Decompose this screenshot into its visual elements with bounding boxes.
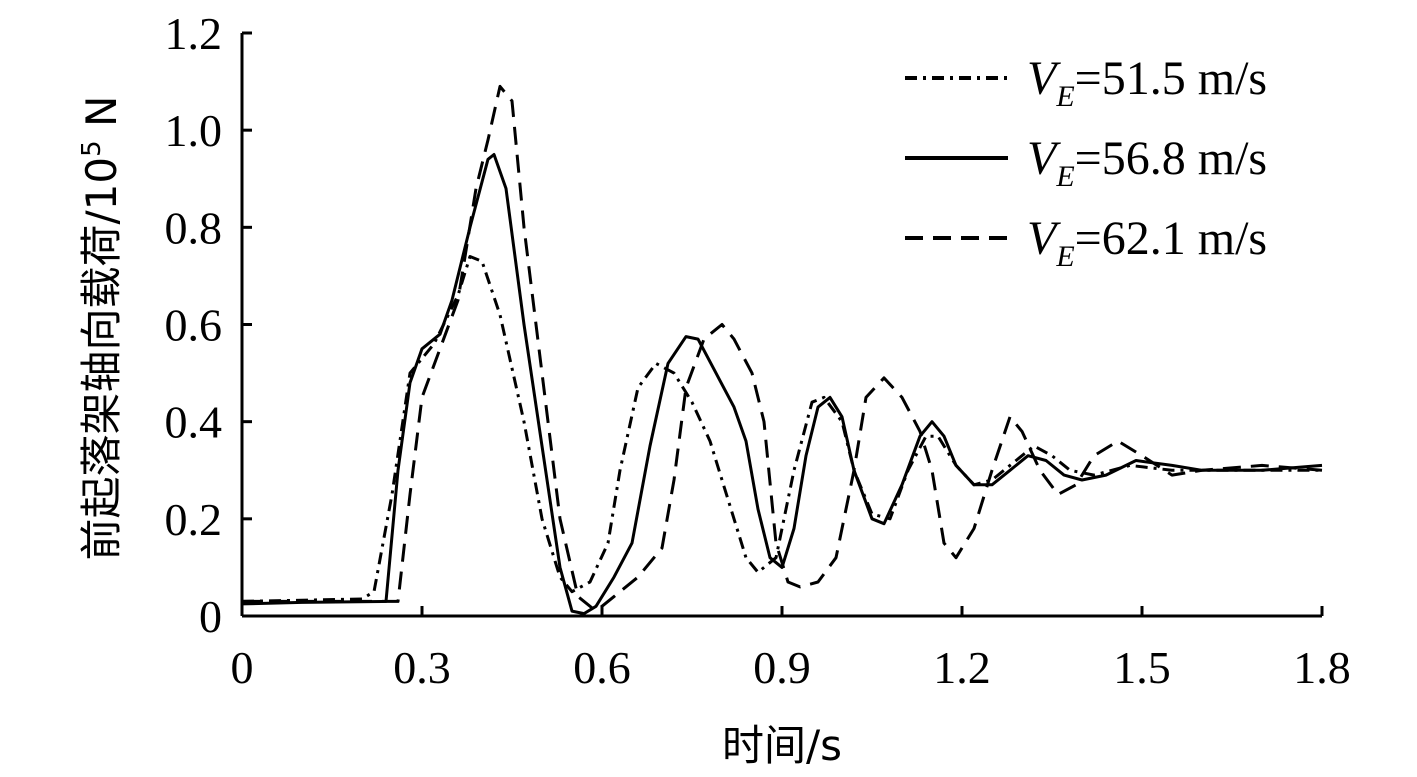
legend: VE=51.5 m/s VE=56.8 m/s VE=62.1 m/s: [905, 52, 1267, 273]
legend-label-3: VE=62.1 m/s: [1027, 212, 1267, 273]
x-tick-label: 1.2: [933, 642, 991, 693]
y-tick-label: 0.6: [165, 300, 223, 351]
y-tick-label: 0.8: [165, 202, 223, 253]
x-tick-label: 1.8: [1293, 642, 1351, 693]
series-layer: [241, 84, 1323, 616]
y-tick-label: 1.2: [165, 8, 223, 59]
legend-label-2: VE=56.8 m/s: [1027, 132, 1267, 193]
legend-label-1: VE=51.5 m/s: [1027, 52, 1267, 113]
y-tick-label: 0: [199, 591, 222, 642]
series-line-2: [241, 153, 1323, 616]
x-tick-label: 0.9: [753, 642, 811, 693]
y-axis-title-exponent: 5: [77, 140, 107, 157]
tick-labels: 0 0.3 0.6 0.9 1.2 1.5 1.8 0 0.2 0.4 0.6 0.8 1.0 1.2: [165, 8, 1351, 693]
x-tick-label: 0.3: [393, 642, 451, 693]
y-tick-label: 0.2: [165, 494, 223, 545]
y-tick-label: 1.0: [165, 105, 223, 156]
axes: [240, 31, 1324, 618]
y-axis-title-unit: N: [77, 96, 126, 141]
y-tick-label: 0.4: [165, 397, 223, 448]
x-axis-title: 时间/s: [722, 721, 842, 770]
y-axis-title-main: 前起落架轴向载荷/10: [77, 157, 126, 561]
series-line-3: [242, 84, 1323, 613]
x-tick-label: 0: [231, 642, 254, 693]
y-axis-title: 前起落架轴向载荷/105 N: [77, 96, 126, 561]
x-tick-label: 1.5: [1113, 642, 1171, 693]
series-line-1: [241, 255, 1322, 603]
x-tick-label: 0.6: [573, 642, 631, 693]
